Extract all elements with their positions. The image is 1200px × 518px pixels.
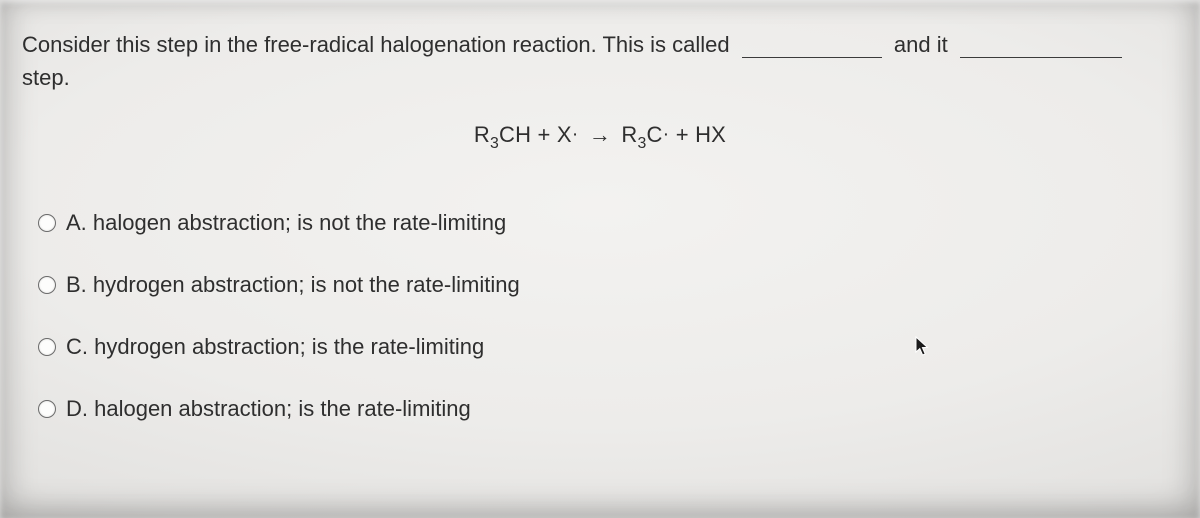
question-card: Consider this step in the free-radical h… (0, 0, 1200, 518)
option-b-label: B. hydrogen abstraction; is not the rate… (66, 272, 520, 298)
answer-options: A. halogen abstraction; is not the rate-… (38, 210, 520, 458)
radio-icon (38, 214, 56, 232)
eq-sub3-2: 3 (638, 135, 647, 152)
cursor-icon (915, 336, 931, 358)
option-a-label: A. halogen abstraction; is not the rate-… (66, 210, 506, 236)
radio-icon (38, 400, 56, 418)
prompt-part-3: step. (22, 65, 70, 90)
reaction-equation: R3CH + X· → R3C· + HX (0, 122, 1200, 152)
eq-r-1: R (474, 122, 490, 147)
prompt-part-2: and it (894, 32, 948, 57)
eq-hx: HX (695, 122, 726, 147)
eq-plus-2: + (669, 122, 695, 147)
option-c-label: C. hydrogen abstraction; is the rate-lim… (66, 334, 484, 360)
prompt-part-1: Consider this step in the free-radical h… (22, 32, 730, 57)
eq-ch: CH (499, 122, 531, 147)
question-prompt: Consider this step in the free-radical h… (22, 28, 1180, 94)
eq-arrow: → (589, 122, 611, 147)
radio-icon (38, 338, 56, 356)
eq-r-2: R (621, 122, 637, 147)
blank-2 (960, 57, 1122, 58)
option-a[interactable]: A. halogen abstraction; is not the rate-… (38, 210, 520, 236)
option-c[interactable]: C. hydrogen abstraction; is the rate-lim… (38, 334, 520, 360)
option-d[interactable]: D. halogen abstraction; is the rate-limi… (38, 396, 520, 422)
eq-plus-1: + (531, 122, 557, 147)
eq-c: C (647, 122, 663, 147)
eq-sub3-1: 3 (490, 135, 499, 152)
blank-1 (742, 57, 882, 58)
eq-x: X (557, 122, 572, 147)
eq-radical-dot-2: · (663, 123, 670, 145)
eq-radical-dot-1: · (572, 123, 579, 145)
radio-icon (38, 276, 56, 294)
option-b[interactable]: B. hydrogen abstraction; is not the rate… (38, 272, 520, 298)
option-d-label: D. halogen abstraction; is the rate-limi… (66, 396, 471, 422)
